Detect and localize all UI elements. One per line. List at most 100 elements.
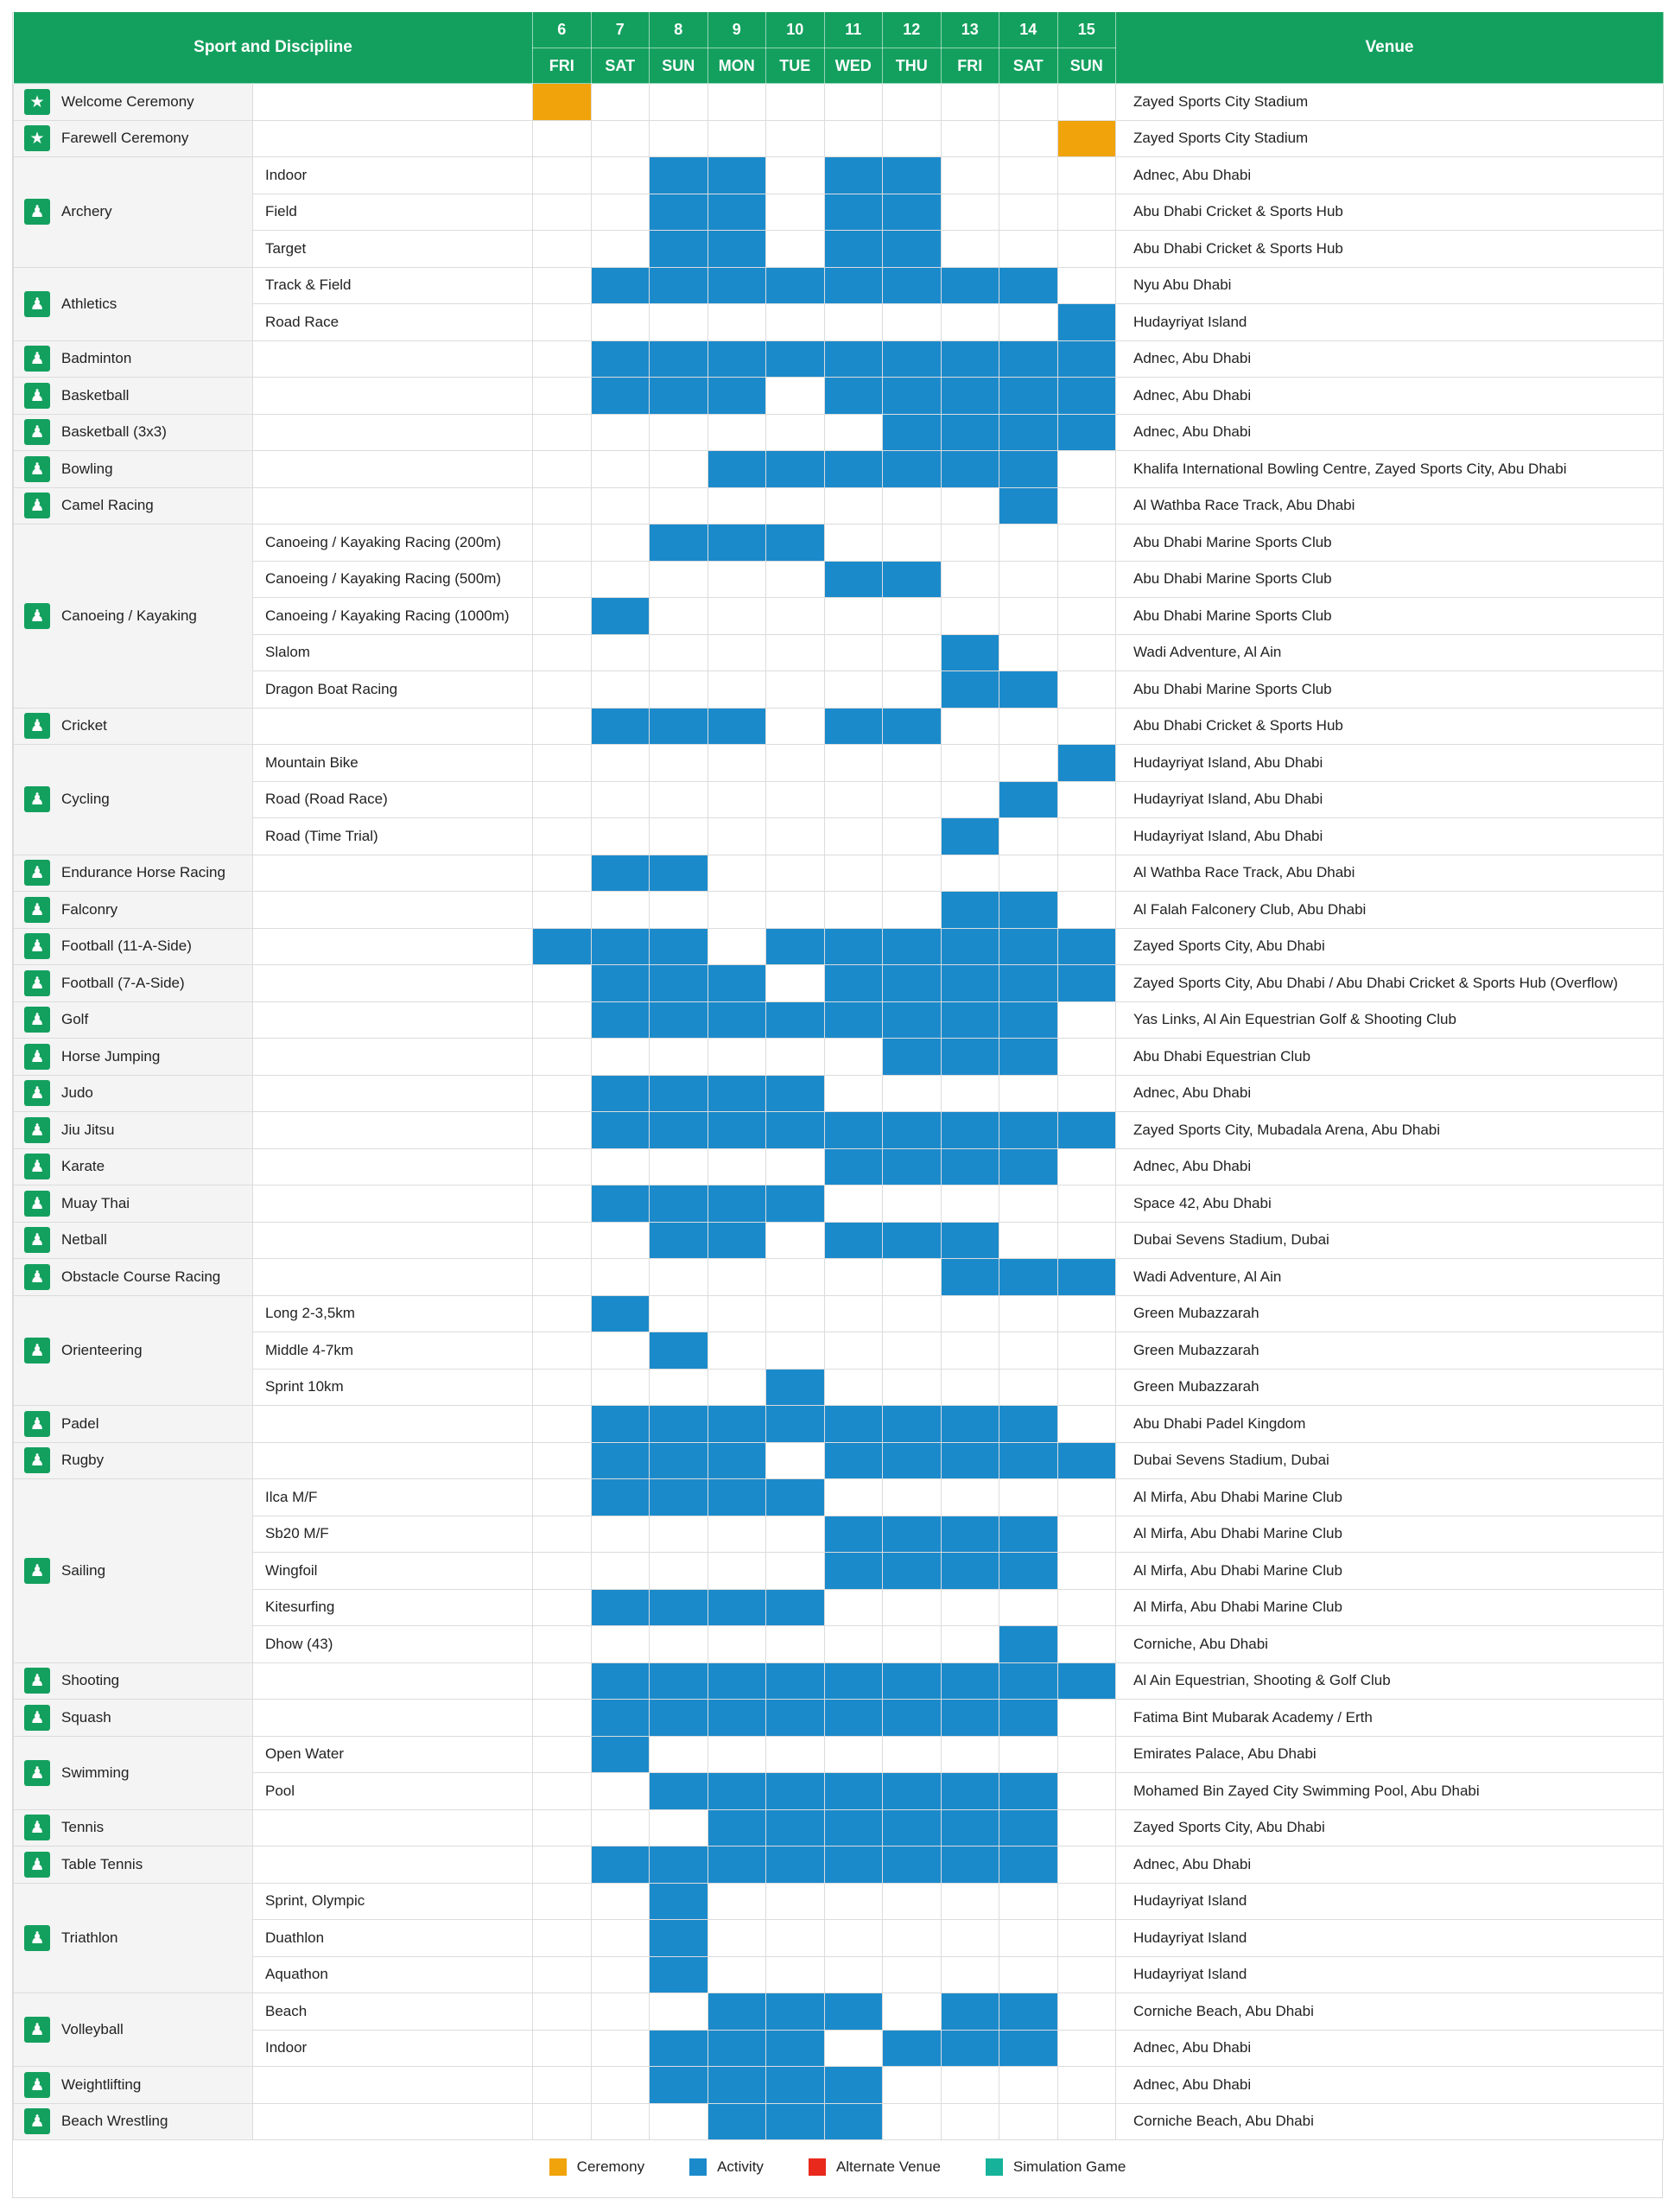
schedule-row: ♟ Cricket Abu Dhabi Cricket & Sports Hub	[13, 707, 1665, 745]
empty-day-cell	[999, 1735, 1058, 1773]
empty-day-cell	[999, 707, 1058, 745]
tennis-icon: ♟	[24, 1815, 50, 1841]
golf-icon: ♟	[24, 1007, 50, 1033]
empty-day-cell	[590, 1955, 650, 1993]
empty-day-cell	[823, 597, 884, 635]
empty-day-cell	[532, 377, 592, 415]
karate-icon: ♟	[24, 1154, 50, 1180]
empty-day-cell	[765, 597, 825, 635]
empty-day-cell	[823, 633, 884, 671]
activity-cell	[882, 156, 942, 194]
empty-day-cell	[999, 597, 1058, 635]
schedule-row: ♟ Orienteering Long 2-3,5km Green Mubazzara…	[13, 1294, 1665, 1406]
activity-cell	[823, 1405, 884, 1443]
sport-name: Golf	[61, 1011, 89, 1028]
schedule-row: Pool Mohamed Bin Zayed City Swimming Pool…	[14, 1772, 1665, 1810]
empty-day-cell	[940, 156, 1000, 194]
activity-cell	[649, 1074, 708, 1112]
empty-day-cell	[765, 230, 825, 268]
empty-day-cell	[590, 230, 650, 268]
empty-day-cell	[999, 1919, 1058, 1957]
empty-day-cell	[1056, 597, 1117, 635]
venue-cell: Emirates Palace, Abu Dhabi	[1115, 1735, 1665, 1773]
empty-day-cell	[532, 1294, 592, 1332]
schedule-row: ♟ Badminton Adnec, Abu Dhabi	[13, 340, 1665, 378]
venue-cell: Adnec, Abu Dhabi	[1115, 1147, 1665, 1185]
venue-cell: Wadi Adventure, Al Ain	[1115, 1258, 1665, 1296]
venue-cell: Al Mirfa, Abu Dhabi Marine Club	[1115, 1588, 1665, 1626]
sport-name: Swimming	[61, 1764, 130, 1781]
activity-cell	[590, 1441, 650, 1479]
activity-cell	[765, 1478, 825, 1516]
activity-cell	[765, 1405, 825, 1443]
activity-cell	[882, 707, 942, 745]
empty-day-cell	[882, 597, 942, 635]
empty-day-cell	[765, 1882, 825, 1920]
activity-cell	[707, 1993, 767, 2031]
swimming-icon: ♟	[24, 1759, 50, 1786]
sport-cell: ♟ Rugby	[13, 1441, 253, 1479]
sport-name: Orienteering	[61, 1341, 143, 1358]
venue-cell: Hudayriyat Island, Abu Dhabi	[1115, 780, 1665, 818]
activity-cell	[765, 1699, 825, 1737]
empty-day-cell	[882, 1735, 942, 1773]
activity-cell	[940, 1662, 1000, 1700]
venue-cell: Wadi Adventure, Al Ain	[1115, 633, 1665, 671]
activity-cell	[940, 1001, 1000, 1039]
empty-day-cell	[999, 1294, 1058, 1332]
schedule-row: Wingfoil Al Mirfa, Abu Dhabi Marine Club	[14, 1552, 1665, 1590]
empty-day-cell	[707, 780, 767, 818]
activity-cell	[649, 1478, 708, 1516]
empty-day-cell	[765, 671, 825, 709]
empty-day-cell	[823, 413, 884, 451]
empty-day-cell	[649, 1147, 708, 1185]
date-header: 11	[823, 11, 884, 48]
padel-icon: ♟	[24, 1410, 50, 1437]
venue-cell: Nyu Abu Dhabi	[1115, 266, 1665, 304]
empty-day-cell	[823, 1074, 884, 1112]
activity-cell	[765, 1772, 825, 1810]
empty-day-cell	[1056, 230, 1117, 268]
discipline-cell: Canoeing / Kayaking Racing (500m)	[251, 560, 534, 598]
venue-cell: Al Mirfa, Abu Dhabi Marine Club	[1115, 1552, 1665, 1590]
empty-day-cell	[532, 1368, 592, 1406]
venue-cell: Zayed Sports City Stadium	[1115, 119, 1665, 157]
schedule-row: ★ Welcome Ceremony Zayed Sports City Stadi…	[13, 83, 1665, 121]
empty-day-cell	[1056, 1294, 1117, 1332]
activity-cell	[940, 1772, 1000, 1810]
sport-cell: ★ Farewell Ceremony	[13, 119, 253, 157]
venue-cell: Abu Dhabi Cricket & Sports Hub	[1115, 230, 1665, 268]
date-header: 6	[532, 11, 592, 48]
empty-day-cell	[590, 1515, 650, 1553]
ceremony-cell	[532, 83, 592, 121]
empty-day-cell	[823, 671, 884, 709]
activity-cell	[765, 1368, 825, 1406]
empty-day-cell	[1056, 1478, 1117, 1516]
empty-day-cell	[532, 1919, 592, 1957]
empty-day-cell	[590, 486, 650, 524]
activity-cell	[940, 633, 1000, 671]
obstacle-icon: ♟	[24, 1263, 50, 1290]
activity-cell	[649, 1185, 708, 1223]
activity-cell	[882, 1111, 942, 1149]
empty-day-cell	[649, 413, 708, 451]
activity-cell	[882, 193, 942, 231]
empty-day-cell	[649, 1552, 708, 1590]
sport-cell: ♟ Football (11-A-Side)	[13, 927, 253, 965]
sport-name: Beach Wrestling	[61, 2113, 168, 2130]
venue-cell: Abu Dhabi Marine Sports Club	[1115, 597, 1665, 635]
activity-cell	[823, 230, 884, 268]
activity-cell	[823, 1846, 884, 1884]
date-header: 10	[765, 11, 825, 48]
rugby-icon: ♟	[24, 1447, 50, 1474]
sport-name: Badminton	[61, 350, 132, 367]
empty-day-cell	[1056, 193, 1117, 231]
empty-day-cell	[532, 1405, 592, 1443]
discipline-cell	[251, 1405, 534, 1443]
sport-cell: ♟ Karate	[13, 1147, 253, 1185]
volleyball-icon: ♟	[24, 2017, 50, 2043]
empty-day-cell	[649, 119, 708, 157]
empty-day-cell	[590, 2066, 650, 2104]
discipline-cell	[251, 1808, 534, 1847]
empty-day-cell	[707, 486, 767, 524]
